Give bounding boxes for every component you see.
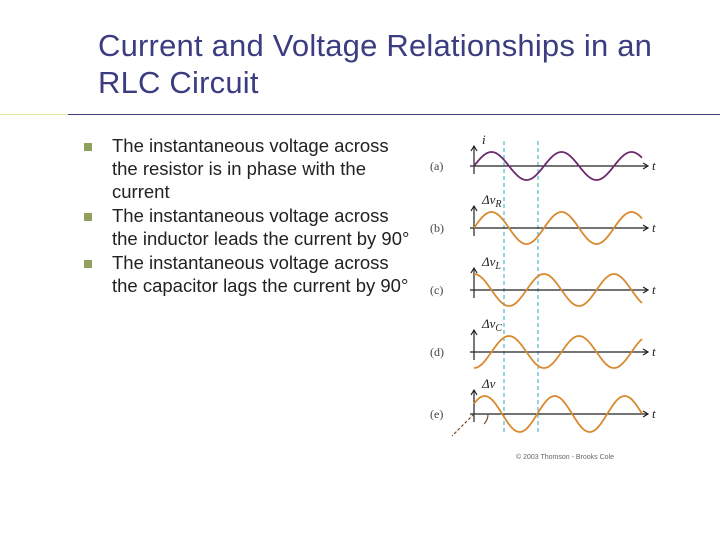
y-axis-label: ΔvC xyxy=(481,316,502,334)
bullet-text: The instantaneous voltage across the res… xyxy=(112,135,389,202)
phase-arc xyxy=(484,414,488,424)
bullet-item: The instantaneous voltage across the res… xyxy=(84,135,412,204)
bullet-text: The instantaneous voltage across the cap… xyxy=(112,252,408,296)
panel-label: (a) xyxy=(430,159,443,173)
bullet-square-icon xyxy=(84,213,92,221)
panel-label: (e) xyxy=(430,407,443,421)
bullet-list: The instantaneous voltage across the res… xyxy=(84,135,412,298)
bullet-square-icon xyxy=(84,260,92,268)
rlc-waveforms-figure: (a) i t (b) ΔvR t (c) ΔvL t (d) ΔvC t (e) Δv t © 2003 T… xyxy=(416,135,706,495)
x-axis-label: t xyxy=(652,220,656,235)
bullet-column: The instantaneous voltage across the res… xyxy=(84,135,412,495)
phase-radial xyxy=(452,414,474,436)
y-axis-label: i xyxy=(482,135,486,147)
y-axis-label: Δv xyxy=(481,376,496,391)
x-axis-label: t xyxy=(652,158,656,173)
bullet-text: The instantaneous voltage across the ind… xyxy=(112,205,409,249)
panel-label: (d) xyxy=(430,345,444,359)
y-axis-label: ΔvR xyxy=(481,192,502,210)
bullet-item: The instantaneous voltage across the ind… xyxy=(84,205,412,251)
slide-title: Current and Voltage Relationships in an … xyxy=(98,28,690,101)
x-axis-label: t xyxy=(652,282,656,297)
body-region: The instantaneous voltage across the res… xyxy=(0,115,720,495)
x-axis-label: t xyxy=(652,344,656,359)
title-underline xyxy=(0,114,720,116)
title-region: Current and Voltage Relationships in an … xyxy=(0,0,720,115)
figure-column: (a) i t (b) ΔvR t (c) ΔvL t (d) ΔvC t (e) Δv t © 2003 T… xyxy=(412,135,706,495)
panel-label: (b) xyxy=(430,221,444,235)
x-axis-label: t xyxy=(652,406,656,421)
bullet-item: The instantaneous voltage across the cap… xyxy=(84,252,412,298)
bullet-square-icon xyxy=(84,143,92,151)
panel-label: (c) xyxy=(430,283,443,297)
figure-copyright: © 2003 Thomson - Brooks Cole xyxy=(516,453,614,461)
y-axis-label: ΔvL xyxy=(481,254,501,272)
